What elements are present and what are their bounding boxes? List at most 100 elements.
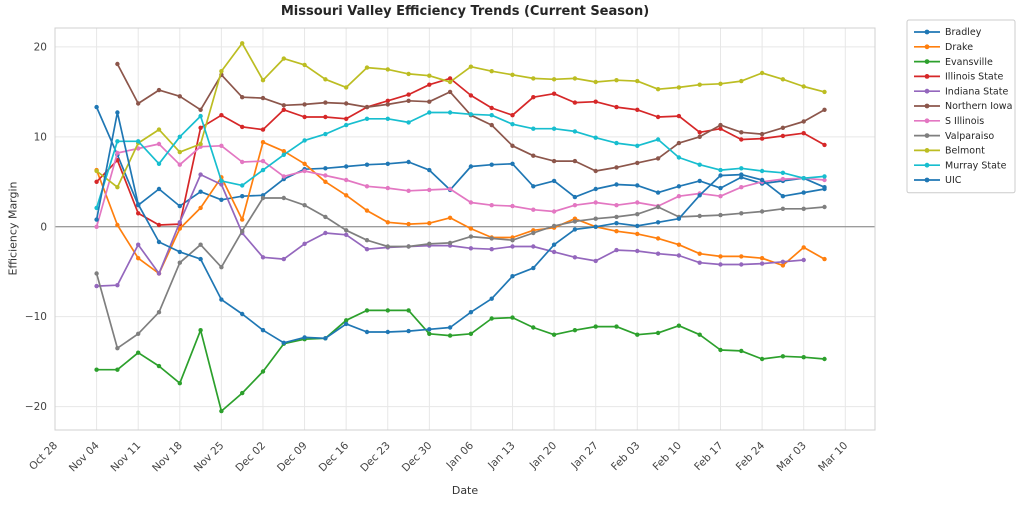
data-point	[780, 176, 786, 182]
data-point	[676, 140, 682, 146]
data-point	[468, 112, 474, 117]
data-point	[614, 78, 619, 83]
data-point	[593, 200, 598, 205]
data-point	[510, 203, 515, 209]
data-point	[697, 251, 702, 256]
data-point	[447, 240, 453, 246]
legend-marker-icon	[924, 59, 930, 64]
series-line-belmont	[94, 41, 827, 190]
series-line-uic	[94, 110, 827, 345]
y-tick-label: 0	[40, 221, 47, 233]
data-point	[697, 82, 702, 87]
data-point	[718, 254, 723, 259]
data-point	[260, 167, 266, 173]
data-point	[136, 256, 141, 261]
data-point	[468, 200, 474, 205]
data-point	[718, 185, 723, 191]
data-point	[260, 158, 266, 164]
x-tick-label: Nov 18	[150, 440, 185, 475]
x-axis-label: Date	[451, 484, 479, 497]
data-point	[115, 110, 120, 115]
data-point	[344, 228, 349, 233]
data-point	[94, 283, 99, 289]
data-point	[510, 238, 515, 243]
data-point	[240, 95, 245, 100]
data-point	[406, 221, 411, 227]
x-tick-label: Dec 23	[358, 440, 393, 475]
data-point	[468, 234, 474, 239]
data-point	[281, 152, 286, 157]
data-point	[115, 346, 120, 351]
data-point	[281, 107, 286, 113]
data-point	[177, 162, 182, 167]
data-point	[739, 166, 744, 171]
data-point	[115, 185, 120, 190]
data-point	[676, 216, 682, 221]
data-point	[198, 113, 203, 119]
data-point	[302, 335, 307, 340]
data-point	[801, 355, 806, 360]
data-point	[801, 206, 806, 211]
data-point	[635, 200, 640, 205]
data-point	[406, 188, 411, 193]
data-point	[406, 71, 411, 77]
data-point	[676, 242, 682, 247]
data-point	[240, 311, 245, 317]
data-point	[94, 224, 99, 229]
data-point	[635, 143, 640, 148]
data-point	[240, 41, 245, 46]
data-point	[219, 297, 224, 302]
data-point	[593, 186, 598, 192]
data-point	[676, 184, 682, 189]
data-point	[219, 113, 224, 118]
data-point	[385, 116, 390, 122]
legend-marker-icon	[924, 29, 930, 35]
legend-item: Indiana State	[914, 86, 1008, 97]
plot-area	[55, 28, 875, 430]
data-point	[593, 216, 598, 221]
data-point	[240, 194, 245, 199]
data-point	[198, 141, 203, 147]
data-point	[385, 329, 390, 335]
data-point	[364, 308, 370, 313]
data-point	[427, 241, 432, 246]
data-point	[385, 220, 390, 225]
data-point	[156, 239, 162, 245]
data-point	[655, 204, 661, 210]
legend-label: Valparaiso	[945, 131, 994, 142]
data-point	[94, 217, 99, 222]
data-point	[551, 332, 557, 337]
x-tick-label: Feb 24	[734, 439, 768, 473]
data-point	[593, 258, 598, 264]
data-point	[115, 222, 120, 228]
data-point	[551, 126, 557, 131]
data-point	[323, 336, 328, 341]
data-point	[364, 184, 370, 189]
data-point	[447, 76, 453, 81]
data-point	[156, 186, 162, 192]
data-point	[759, 261, 765, 266]
data-point	[697, 260, 702, 265]
data-point	[635, 231, 640, 237]
y-tick-label: −10	[25, 311, 47, 323]
data-point	[260, 127, 266, 132]
data-point	[260, 369, 266, 374]
legend-item: Valparaiso	[914, 131, 994, 142]
legend-label: S Illinois	[945, 116, 984, 127]
data-point	[572, 129, 578, 134]
legend-label: Belmont	[945, 146, 985, 157]
data-point	[697, 332, 702, 337]
data-point	[614, 229, 619, 234]
data-point	[406, 328, 411, 334]
data-point	[739, 130, 744, 135]
data-point	[406, 244, 411, 249]
data-point	[198, 189, 203, 194]
legend-label: Northern Iowa	[945, 101, 1012, 112]
data-point	[614, 182, 619, 187]
data-point	[551, 242, 557, 247]
data-point	[655, 251, 661, 256]
data-point	[385, 102, 390, 107]
data-point	[406, 120, 411, 125]
data-point	[572, 255, 578, 260]
data-point	[177, 220, 182, 225]
